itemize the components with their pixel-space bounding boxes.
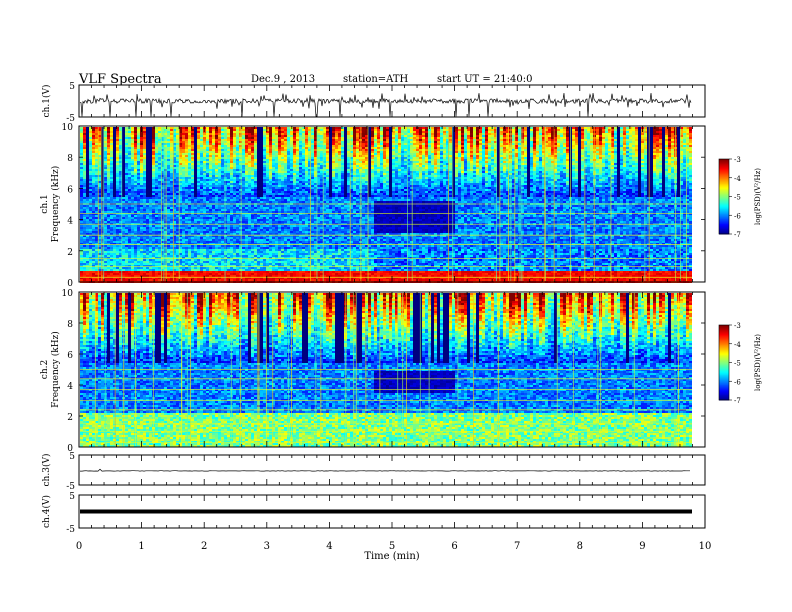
y-axis-label: ch.3(V): [41, 454, 52, 487]
vlf-spectra-figure: -55ch.1(V)0246810ch.1 Frequency (kHz)-3-4…: [0, 0, 792, 612]
y-tick-label: 2: [67, 248, 73, 258]
x-tick-label: 6: [451, 541, 457, 552]
y-tick-label: 5: [69, 452, 75, 462]
y-axis-label: ch.4(V): [41, 495, 52, 528]
colorbar-tick-label: -4: [734, 341, 741, 349]
y-tick-label: 0: [67, 279, 73, 289]
y-tick-label: 5: [69, 492, 75, 502]
colorbar-tick-label: -3: [734, 322, 741, 330]
x-tick-label: 4: [326, 541, 332, 552]
colorbar-ch1: [719, 159, 732, 235]
colorbar-tick-label: -7: [734, 231, 741, 239]
colorbar-tick-label: -3: [734, 156, 741, 164]
colorbar-tick-label: -7: [734, 397, 741, 405]
y-tick-label: 2: [67, 413, 73, 423]
spectrogram-ch2: [79, 292, 705, 447]
spectrogram-ch1: [79, 126, 705, 283]
y-axis-label: Frequency (kHz): [50, 166, 61, 243]
y-tick-label: 10: [62, 123, 74, 133]
channel-label: ch.1: [40, 194, 50, 213]
x-tick-label: 8: [577, 541, 583, 552]
y-tick-label: 8: [67, 154, 73, 164]
x-axis-label: Time (min): [364, 551, 419, 562]
x-tick-label: 3: [264, 541, 270, 552]
colorbar-ch2: [719, 325, 732, 401]
x-tick-label: 2: [201, 541, 207, 552]
y-tick-label: 4: [67, 382, 73, 392]
y-axis-label: Frequency (kHz): [50, 331, 61, 408]
x-tick-label: 10: [699, 541, 712, 552]
colorbar-tick-label: -5: [734, 360, 741, 368]
y-axis-label: ch.1(V): [41, 85, 52, 118]
x-tick-label: 0: [76, 541, 82, 552]
y-tick-label: 8: [67, 320, 73, 330]
x-tick-label: 9: [639, 541, 645, 552]
colorbar-label: log(PSD)(V²/Hz): [754, 334, 762, 391]
colorbar-label: log(PSD)(V²/Hz): [754, 168, 762, 225]
y-tick-label: 5: [69, 82, 75, 92]
y-tick-label: 6: [67, 185, 73, 195]
y-tick-label: 6: [67, 351, 73, 361]
x-tick-label: 1: [138, 541, 144, 552]
colorbar-tick-label: -6: [734, 378, 741, 386]
y-tick-label: -5: [66, 482, 75, 492]
x-tick-label: 7: [514, 541, 520, 552]
y-tick-label: 4: [67, 217, 73, 227]
colorbar-tick-label: -5: [734, 194, 741, 202]
colorbar-tick-label: -4: [734, 175, 741, 183]
y-tick-label: 10: [62, 289, 74, 299]
y-tick-label: -5: [66, 525, 75, 535]
channel-label: ch.2: [40, 360, 50, 379]
colorbar-tick-label: -6: [734, 212, 741, 220]
